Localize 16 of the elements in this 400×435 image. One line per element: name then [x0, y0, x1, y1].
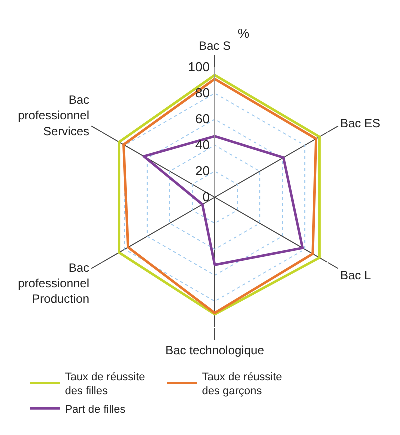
y-tick-label: 60 — [195, 112, 210, 127]
text: % — [238, 26, 250, 41]
spoke-label: Bac S — [198, 39, 232, 54]
spoke-label: Bac technologique — [166, 343, 265, 358]
spoke-label: Bac professionnel Production — [18, 260, 90, 306]
y-tick-label: 40 — [195, 138, 210, 153]
spoke-label: Bac professionnel Services — [18, 93, 90, 138]
spoke-label: Bac ES — [340, 116, 381, 130]
y-tick-label: 0 — [202, 190, 210, 205]
y-tick-label: 20 — [195, 164, 210, 179]
legend-label: Part de filles — [65, 404, 126, 416]
y-tick-label: 100 — [188, 60, 210, 75]
legend-label: Taux de réussite des filles — [65, 371, 146, 398]
spoke-label: Bac L — [340, 268, 372, 283]
legend-label: Taux de réussite des garçons — [202, 371, 282, 398]
y-tick-label: 80 — [195, 86, 210, 101]
